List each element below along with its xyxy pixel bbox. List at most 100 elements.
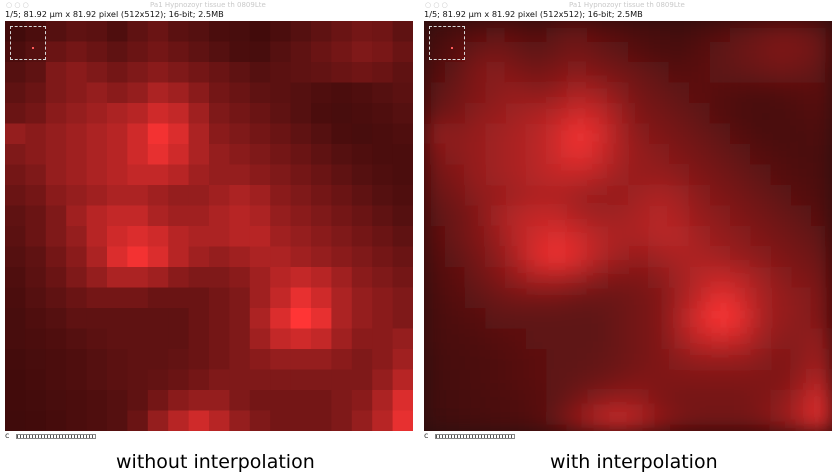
image-pixel: [546, 82, 568, 104]
image-pixel: [587, 328, 609, 350]
image-pixel: [648, 82, 670, 104]
image-pixel: [628, 123, 649, 145]
window-controls[interactable]: ○ ○ ○: [425, 1, 448, 9]
image-pixel: [485, 103, 507, 125]
image-pixel: [107, 246, 128, 268]
image-pixel: [188, 390, 210, 412]
image-pixel: [392, 41, 413, 63]
image-pixel: [86, 226, 108, 248]
image-pixel: [86, 185, 108, 207]
image-pixel: [730, 246, 751, 268]
image-pixel: [628, 185, 649, 207]
image-pixel: [331, 328, 353, 350]
scrollbar-thumb[interactable]: [16, 434, 96, 439]
image-pixel: [607, 226, 629, 248]
window-controls[interactable]: ○ ○ ○: [6, 1, 29, 9]
image-pixel: [290, 144, 312, 166]
image-pixel: [209, 246, 230, 268]
image-pixel: [372, 185, 394, 207]
image-pixel: [526, 205, 547, 227]
image-pixel: [290, 103, 312, 125]
image-pixel: [628, 21, 649, 43]
image-pixel: [648, 369, 670, 391]
image-pixel: [392, 226, 413, 248]
image-pixel: [147, 390, 169, 412]
scroll-arrow-icon[interactable]: c: [424, 431, 429, 440]
image-pixel: [648, 62, 670, 84]
window-title: Pa1 Hypnozoyr tissue th 0809Lte: [569, 1, 685, 9]
image-pixel: [464, 328, 486, 350]
image-pixel: [464, 369, 486, 391]
image-pixel: [607, 82, 629, 104]
image-pixel: [424, 185, 445, 207]
image-pixel: [526, 62, 547, 84]
image-pixel: [25, 164, 47, 186]
image-pixel: [188, 226, 210, 248]
image-pixel: [127, 287, 149, 309]
image-pixel: [66, 123, 88, 145]
image-pixel: [526, 287, 547, 309]
image-pixel: [689, 82, 711, 104]
scroll-arrow-icon[interactable]: c: [5, 431, 10, 440]
image-pixel: [392, 246, 413, 268]
image-pixel: [209, 185, 230, 207]
scrollbar-thumb[interactable]: [435, 434, 515, 439]
image-pixel: [668, 349, 690, 371]
image-pixel: [311, 328, 332, 350]
image-canvas-pixelated[interactable]: [5, 21, 413, 431]
image-pixel: [270, 205, 292, 227]
image-pixel: [270, 123, 292, 145]
image-pixel: [648, 205, 670, 227]
image-pixel: [811, 21, 832, 43]
image-pixel: [66, 328, 88, 350]
image-pixel: [546, 308, 568, 330]
image-pixel: [444, 41, 466, 63]
image-pixel: [628, 103, 649, 125]
image-pixel: [372, 410, 394, 431]
image-pixel: [290, 246, 312, 268]
image-pixel: [668, 62, 690, 84]
image-pixel: [311, 267, 332, 289]
image-pixel: [648, 41, 670, 63]
image-pixel: [107, 287, 128, 309]
image-pixel: [750, 246, 772, 268]
image-pixel: [709, 287, 731, 309]
image-pixel: [770, 390, 792, 412]
image-pixel: [628, 369, 649, 391]
image-pixel: [750, 226, 772, 248]
image-pixel: [546, 164, 568, 186]
image-pixel: [546, 226, 568, 248]
slice-scrollbar[interactable]: c: [5, 431, 413, 440]
image-pixel: [668, 103, 690, 125]
image-pixel: [229, 349, 251, 371]
roi-selection-box[interactable]: [429, 26, 465, 60]
image-pixel: [25, 103, 47, 125]
image-pixel: [587, 410, 609, 431]
image-pixel: [648, 164, 670, 186]
image-pixel: [107, 308, 128, 330]
image-pixel: [249, 205, 271, 227]
image-pixel: [25, 410, 47, 431]
image-pixel: [127, 144, 149, 166]
image-pixel: [730, 410, 751, 431]
image-pixel: [709, 205, 731, 227]
image-pixel: [45, 144, 67, 166]
image-pixel: [505, 123, 527, 145]
image-pixel: [424, 369, 445, 391]
roi-selection-box[interactable]: [10, 26, 46, 60]
window-title: Pa1 Hypnozoyr tissue th 0809Lte: [150, 1, 266, 9]
image-pixel: [770, 123, 792, 145]
image-pixel: [147, 185, 169, 207]
image-pixel: [372, 328, 394, 350]
image-pixel: [526, 82, 547, 104]
image-pixel: [45, 349, 67, 371]
image-pixel: [648, 328, 670, 350]
slice-scrollbar[interactable]: c: [424, 431, 832, 440]
image-pixel: [188, 62, 210, 84]
image-pixel: [86, 246, 108, 268]
image-pixel: [188, 369, 210, 391]
image-pixel: [249, 328, 271, 350]
image-pixel: [249, 82, 271, 104]
image-pixel: [444, 205, 466, 227]
image-canvas-interpolated[interactable]: [424, 21, 832, 431]
